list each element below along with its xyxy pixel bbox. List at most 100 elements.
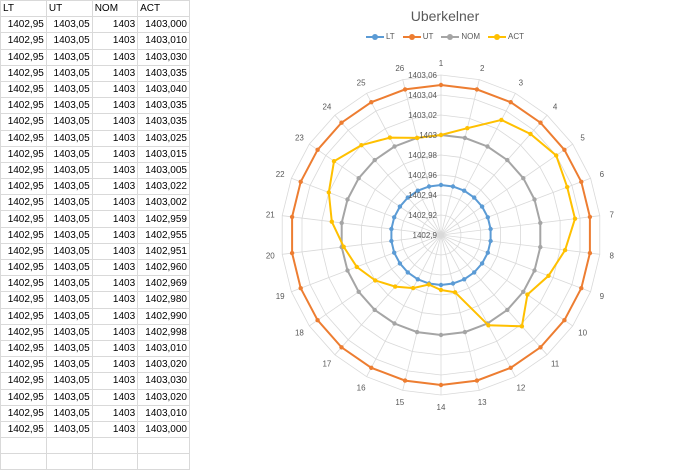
data-point[interactable] xyxy=(485,250,490,255)
data-point[interactable] xyxy=(438,382,444,388)
table-cell[interactable]: 1402,959 xyxy=(137,210,190,228)
data-point[interactable] xyxy=(485,144,490,149)
table-cell[interactable]: 1403,05 xyxy=(45,64,93,82)
data-point[interactable] xyxy=(499,117,504,123)
table-cell[interactable]: 1402,95 xyxy=(0,145,47,163)
data-point[interactable] xyxy=(465,126,470,131)
table-cell[interactable]: 1403 xyxy=(91,323,139,341)
empty-cell[interactable] xyxy=(0,437,47,455)
data-point[interactable] xyxy=(372,307,377,313)
table-cell[interactable]: 1403,035 xyxy=(137,97,190,115)
table-cell[interactable]: 1403,05 xyxy=(45,356,93,374)
data-point[interactable] xyxy=(359,143,364,148)
data-point[interactable] xyxy=(462,188,467,193)
data-point[interactable] xyxy=(472,270,477,275)
table-cell[interactable]: 1403,020 xyxy=(137,356,190,374)
table-cell[interactable]: 1402,95 xyxy=(0,258,47,277)
table-cell[interactable]: 1403,05 xyxy=(45,194,93,212)
table-cell[interactable]: 1403,05 xyxy=(45,226,93,244)
table-cell[interactable]: 1403,025 xyxy=(137,129,190,147)
table-cell[interactable]: 1403,05 xyxy=(45,145,93,163)
data-point[interactable] xyxy=(486,323,491,328)
data-point[interactable] xyxy=(329,219,334,224)
table-cell[interactable]: 1402,95 xyxy=(0,80,47,99)
data-point[interactable] xyxy=(387,135,393,140)
table-cell[interactable]: 1402,95 xyxy=(0,339,47,358)
data-point[interactable] xyxy=(485,215,490,220)
empty-cell[interactable] xyxy=(91,453,139,470)
data-point[interactable] xyxy=(402,87,408,92)
data-point[interactable] xyxy=(369,365,374,370)
header-act[interactable]: ACT xyxy=(137,0,190,18)
table-cell[interactable]: 1403,040 xyxy=(137,80,190,99)
data-point[interactable] xyxy=(554,153,559,158)
data-point[interactable] xyxy=(410,285,416,291)
table-cell[interactable]: 1403 xyxy=(91,275,139,293)
data-point[interactable] xyxy=(528,131,533,137)
table-cell[interactable]: 1403 xyxy=(91,129,139,147)
table-cell[interactable]: 1402,95 xyxy=(0,97,47,115)
data-point[interactable] xyxy=(415,277,420,282)
data-point[interactable] xyxy=(562,247,568,253)
table-cell[interactable]: 1403 xyxy=(91,339,139,358)
data-point[interactable] xyxy=(587,214,593,220)
empty-cell[interactable] xyxy=(45,437,93,455)
data-point[interactable] xyxy=(462,329,468,335)
table-cell[interactable]: 1403,05 xyxy=(45,48,93,66)
table-cell[interactable]: 1402,95 xyxy=(0,323,47,341)
data-point[interactable] xyxy=(562,318,567,323)
table-cell[interactable]: 1403 xyxy=(91,404,139,422)
table-cell[interactable]: 1403,000 xyxy=(137,16,190,34)
data-point[interactable] xyxy=(546,273,551,278)
data-point[interactable] xyxy=(356,176,361,181)
table-cell[interactable]: 1403,05 xyxy=(45,242,93,261)
table-cell[interactable]: 1403,05 xyxy=(45,404,93,422)
table-cell[interactable]: 1403,010 xyxy=(137,339,190,358)
data-point[interactable] xyxy=(479,261,485,266)
data-point[interactable] xyxy=(373,278,378,283)
table-cell[interactable]: 1402,955 xyxy=(137,226,190,244)
data-point[interactable] xyxy=(326,190,331,195)
table-cell[interactable]: 1403 xyxy=(91,210,139,228)
data-point[interactable] xyxy=(354,264,359,270)
header-lt[interactable]: LT xyxy=(0,0,47,18)
table-cell[interactable]: 1402,960 xyxy=(137,258,190,277)
data-point[interactable] xyxy=(508,365,513,370)
data-point[interactable] xyxy=(521,176,526,181)
table-cell[interactable]: 1403 xyxy=(91,48,139,66)
data-point[interactable] xyxy=(397,261,403,266)
legend-item[interactable]: UT xyxy=(402,32,433,41)
data-point[interactable] xyxy=(532,197,537,202)
table-cell[interactable]: 1403,05 xyxy=(45,113,93,131)
table-cell[interactable]: 1403 xyxy=(91,226,139,244)
table-cell[interactable]: 1403 xyxy=(91,258,139,277)
empty-cell[interactable] xyxy=(45,453,93,470)
data-point[interactable] xyxy=(488,238,493,244)
table-cell[interactable]: 1402,990 xyxy=(137,307,190,325)
table-cell[interactable]: 1403,05 xyxy=(45,210,93,228)
data-point[interactable] xyxy=(393,284,398,289)
data-point[interactable] xyxy=(415,188,420,193)
chart-area[interactable]: Uberkelner LT UT NOM ACT 1402,9 1402,92 1402,… xyxy=(190,0,700,424)
table-cell[interactable]: 1403,015 xyxy=(137,145,190,163)
table-cell[interactable]: 1403 xyxy=(91,64,139,82)
table-cell[interactable]: 1403,035 xyxy=(137,113,190,131)
table-cell[interactable]: 1403,05 xyxy=(45,291,93,309)
table-cell[interactable]: 1402,95 xyxy=(0,161,47,180)
data-point[interactable] xyxy=(472,195,477,200)
empty-cell[interactable] xyxy=(91,437,139,455)
data-point[interactable] xyxy=(414,329,420,335)
data-point[interactable] xyxy=(579,286,584,291)
table-cell[interactable]: 1403 xyxy=(91,372,139,390)
data-point[interactable] xyxy=(438,287,444,293)
data-point[interactable] xyxy=(505,157,510,163)
data-point[interactable] xyxy=(289,250,295,256)
data-point[interactable] xyxy=(392,144,397,149)
data-point[interactable] xyxy=(538,345,543,350)
table-cell[interactable]: 1402,95 xyxy=(0,48,47,66)
empty-cell[interactable] xyxy=(137,453,190,470)
table-cell[interactable]: 1403 xyxy=(91,97,139,115)
data-point[interactable] xyxy=(345,197,350,202)
table-cell[interactable]: 1403 xyxy=(91,307,139,325)
data-point[interactable] xyxy=(438,82,444,88)
